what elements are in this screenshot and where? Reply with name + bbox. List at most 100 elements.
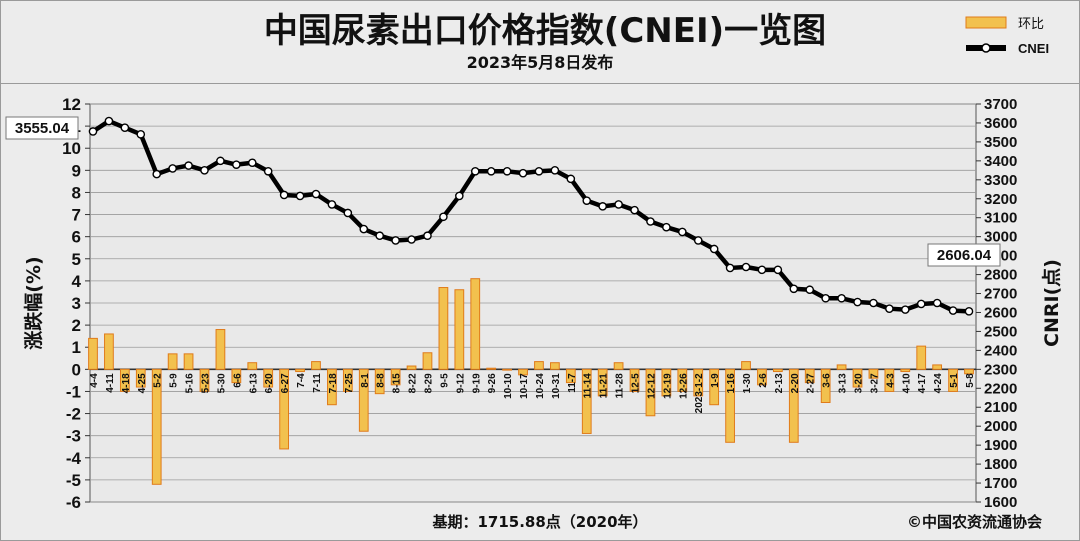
x-tick-label: 12-12	[646, 373, 657, 399]
cnei-point	[709, 244, 719, 254]
cnei-point	[88, 127, 98, 136]
bar	[757, 368, 767, 386]
x-tick-label: 11-28	[615, 373, 626, 398]
cnei-point	[741, 262, 751, 272]
x-tick-label: 9-5	[439, 373, 450, 388]
copyright-note: ©中国农资流通协会	[907, 513, 1042, 531]
header-band	[0, 0, 1080, 84]
left-tick-label: 4	[72, 272, 82, 291]
x-tick-label: 9-19	[471, 373, 482, 393]
cnei-point	[932, 298, 942, 308]
x-tick-label: 1-16	[726, 373, 737, 393]
bar	[327, 368, 337, 406]
chart-title: 中国尿素出口价格指数(CNEI)一览图	[264, 11, 826, 51]
cnei-point	[375, 231, 384, 241]
right-tick-label: 2200	[984, 380, 1017, 397]
cnei-point	[423, 231, 432, 241]
right-tick-label: 2400	[984, 342, 1017, 359]
bar	[167, 353, 178, 370]
x-tick-label: 3-6	[822, 373, 833, 388]
bar	[613, 362, 624, 370]
cnei-point	[916, 299, 926, 309]
bar	[358, 368, 369, 432]
bar	[804, 368, 815, 384]
x-tick-label: 7-4	[296, 373, 307, 388]
bar	[215, 329, 226, 370]
bar	[916, 345, 927, 370]
left-tick-label: 2	[72, 316, 81, 335]
legend-line-label: CNEI	[1018, 41, 1049, 56]
x-tick-label: 1-30	[742, 373, 753, 393]
cnei-point	[948, 306, 958, 315]
x-tick-label: 9-12	[455, 373, 466, 393]
cnei-point	[725, 263, 735, 273]
cnei-point	[407, 235, 416, 244]
cnei-point	[359, 224, 369, 234]
x-tick-label: 4-24	[933, 373, 944, 393]
left-tick-label: 8	[72, 183, 81, 202]
cnei-point	[805, 285, 815, 295]
left-tick-label: 12	[62, 95, 81, 114]
left-tick-label: 5	[72, 250, 81, 269]
cnei-point	[120, 123, 130, 132]
x-tick-label: 8-15	[392, 373, 403, 393]
bar	[374, 368, 385, 395]
cnei-point	[168, 164, 177, 173]
left-tick-label: 1	[72, 338, 81, 357]
bar	[932, 364, 943, 370]
bar	[454, 289, 465, 370]
right-tick-label: 3000	[984, 229, 1017, 246]
cnei-point	[502, 166, 512, 176]
bar	[852, 368, 863, 388]
left-tick-label: -2	[66, 405, 81, 424]
x-tick-label: 2-6	[758, 373, 769, 388]
x-tick-label: 8-22	[408, 373, 419, 393]
x-tick-label: 10-17	[519, 373, 530, 399]
cnei-point	[311, 189, 321, 199]
legend-bar-label: 环比	[1018, 17, 1044, 32]
bar	[422, 352, 433, 370]
cnei-point	[693, 236, 703, 245]
bar	[231, 368, 242, 384]
cnei-point	[152, 169, 162, 179]
x-tick-label: 5-9	[169, 373, 180, 388]
bar	[534, 361, 544, 370]
bar	[788, 368, 799, 443]
bar	[725, 368, 735, 443]
right-tick-label: 2100	[984, 399, 1017, 416]
x-tick-label: 11-14	[583, 373, 594, 398]
cnei-point	[439, 212, 448, 222]
bar	[772, 368, 783, 373]
bar-series	[88, 278, 974, 485]
right-tick-label: 2600	[984, 304, 1017, 321]
left-tick-label: -6	[66, 493, 81, 512]
cnei-point	[757, 265, 767, 275]
cnei-point	[853, 297, 862, 307]
cnei-point	[630, 205, 639, 215]
x-tick-label: 10-31	[551, 373, 562, 399]
left-axis-title: 涨跌幅(%)	[22, 256, 45, 349]
x-tick-label: 4-17	[917, 373, 928, 393]
bar	[151, 368, 162, 485]
cnei-point	[104, 116, 114, 126]
x-axis-labels: 4-4 4-11 4-18 4-25 5-2 5-9 5-16 5-23 5-30 6-6 6-13…	[89, 373, 976, 413]
bar	[390, 368, 401, 386]
bar	[709, 368, 720, 406]
right-tick-label: 1900	[984, 437, 1017, 454]
right-tick-label: 1800	[984, 456, 1017, 473]
cnei-point	[391, 236, 400, 245]
cnei-point	[582, 196, 592, 205]
right-tick-label: 2300	[984, 361, 1017, 378]
cnei-point	[789, 284, 799, 294]
x-tick-label: 2023-1-2	[694, 373, 705, 413]
right-tick-label: 3100	[984, 210, 1017, 227]
x-tick-label: 3-20	[854, 373, 865, 393]
right-tick-label: 2000	[984, 418, 1017, 435]
right-axis-title: CNRI(点)	[1041, 259, 1063, 347]
cnei-point	[614, 200, 623, 209]
right-tick-label: 3500	[984, 134, 1017, 151]
bar	[900, 368, 911, 373]
cnei-point	[136, 130, 146, 139]
right-tick-label: 1700	[984, 475, 1017, 492]
